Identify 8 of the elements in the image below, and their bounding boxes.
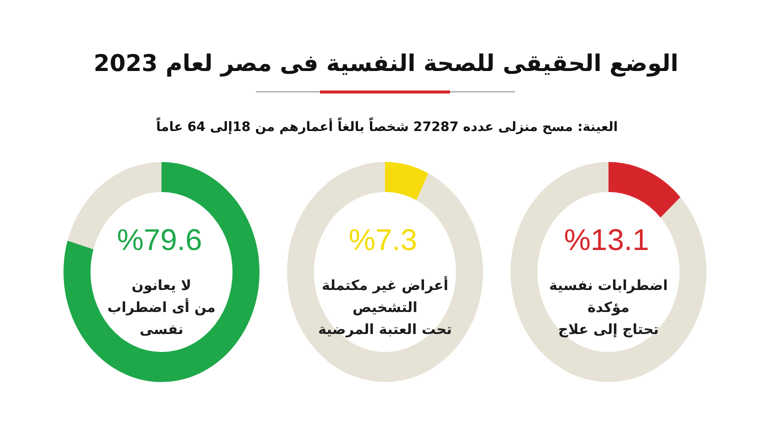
data-label: %79.6 bbox=[116, 224, 202, 257]
text: اضطرابات نفسية مؤكدة تحتاج إلى علاج bbox=[549, 278, 668, 338]
data-label: %7.3 bbox=[348, 224, 418, 257]
text: العينة: مسح منزلى عدده 27287 شخصاً بالغاً أعمارهم من 18إلى 64 عاماً bbox=[156, 117, 618, 135]
data-label: %13.1 bbox=[564, 224, 650, 257]
chart-title: الوضع الحقيقى للصحة النفسية فى مصر لعام 2023 bbox=[94, 51, 678, 77]
text: أعراض غير مكتملة التشخيص تحت العتبة المرضية bbox=[318, 276, 452, 338]
text: لا يعانون من أى اضطراب نفسى bbox=[107, 278, 216, 338]
